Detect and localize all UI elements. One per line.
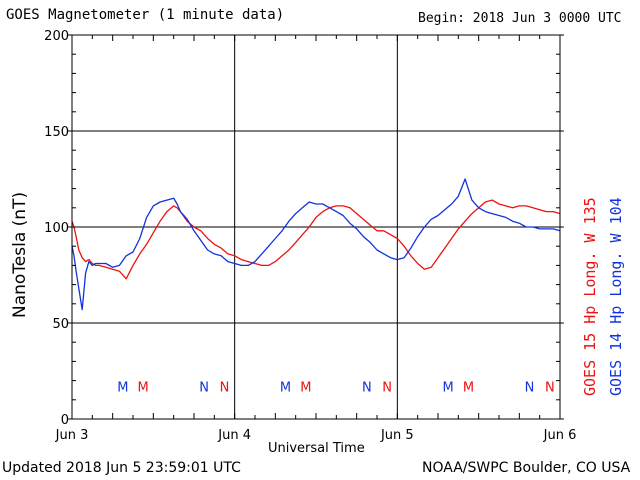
plot-frame bbox=[71, 34, 561, 420]
y-tick-label-1: 50 bbox=[52, 317, 69, 332]
marker-label-7: N bbox=[382, 380, 392, 395]
marker-label-3: N bbox=[220, 380, 230, 395]
x-tick-label-2: Jun 5 bbox=[380, 428, 414, 443]
x-tick-label-0: Jun 3 bbox=[55, 428, 89, 443]
begin-timestamp: Begin: 2018 Jun 3 0000 UTC bbox=[418, 11, 622, 26]
chart-title: GOES Magnetometer (1 minute data) bbox=[6, 7, 285, 23]
marker-label-11: N bbox=[545, 380, 555, 395]
updated-timestamp: Updated 2018 Jun 5 23:59:01 UTC bbox=[2, 460, 241, 476]
marker-label-8: M bbox=[443, 380, 454, 395]
marker-label-4: M bbox=[280, 380, 291, 395]
y-tick-label-0: 0 bbox=[61, 413, 69, 428]
marker-label-5: M bbox=[300, 380, 311, 395]
marker-label-0: M bbox=[117, 380, 128, 395]
series-line-1 bbox=[71, 178, 561, 311]
marker-label-6: N bbox=[362, 380, 372, 395]
x-tick-label-3: Jun 6 bbox=[543, 428, 577, 443]
marker-label-10: N bbox=[525, 380, 535, 395]
y-tick-label-3: 150 bbox=[44, 125, 69, 140]
legend-goes14: GOES 14 Hp Long. W 104 bbox=[607, 197, 625, 396]
x-tick-label-1: Jun 4 bbox=[217, 428, 251, 443]
marker-label-2: N bbox=[199, 380, 209, 395]
y-tick-label-2: 100 bbox=[44, 221, 69, 236]
legend-goes15: GOES 15 Hp Long. W 135 bbox=[581, 197, 599, 396]
series-line-0 bbox=[71, 199, 561, 280]
x-axis-label: Universal Time bbox=[268, 441, 365, 456]
y-axis-label: NanoTesla (nT) bbox=[10, 191, 30, 318]
marker-label-9: M bbox=[463, 380, 474, 395]
credit-text: NOAA/SWPC Boulder, CO USA bbox=[422, 460, 631, 476]
y-tick-label-4: 200 bbox=[44, 29, 69, 44]
marker-label-1: M bbox=[138, 380, 149, 395]
